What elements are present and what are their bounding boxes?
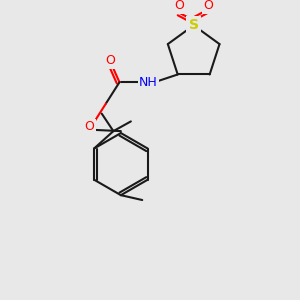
Text: O: O bbox=[105, 54, 115, 68]
Text: NH: NH bbox=[139, 76, 158, 89]
Text: S: S bbox=[189, 18, 199, 32]
Text: O: O bbox=[203, 0, 213, 12]
Text: O: O bbox=[174, 0, 184, 12]
Text: O: O bbox=[84, 120, 94, 134]
